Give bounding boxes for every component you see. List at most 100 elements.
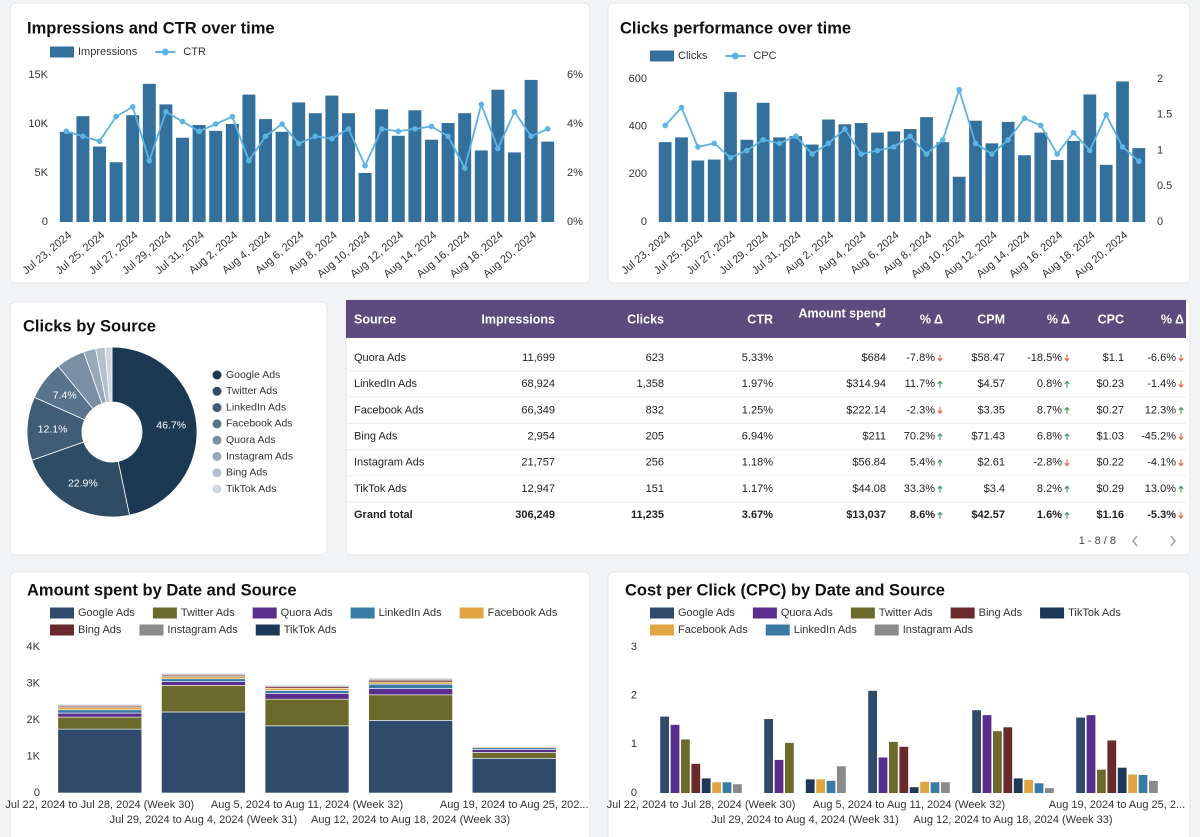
table-cell: -4.1%: [1147, 457, 1176, 469]
bar: [920, 117, 933, 222]
bar: [854, 123, 868, 222]
legend-swatch: [874, 624, 899, 636]
table-cell: 33.3%: [904, 483, 935, 495]
legend-item: Twitter Ads: [850, 607, 933, 619]
column-header: CTR: [747, 312, 773, 326]
legend-swatch: [212, 484, 222, 494]
bar: [936, 142, 950, 222]
table-cell: -1.4%: [1147, 378, 1176, 390]
line-point: [907, 133, 913, 139]
legend-label: LinkedIn Ads: [379, 607, 442, 619]
line-point: [262, 133, 269, 140]
bar: [408, 110, 422, 222]
line-point: [395, 128, 402, 135]
bar: [474, 150, 488, 222]
legend-swatch: [650, 50, 674, 62]
bar: [1107, 740, 1117, 793]
line-point: [412, 126, 418, 132]
bar: [1003, 727, 1013, 793]
trend-arrow: [1064, 354, 1070, 362]
line-point: [711, 140, 717, 147]
bar: [774, 759, 784, 793]
trend-arrow: [937, 380, 943, 388]
pagination: 1 - 8 / 8: [1079, 535, 1116, 547]
line-point: [858, 151, 864, 157]
y-tick-label: 0.5: [1157, 180, 1172, 192]
line-point: [1070, 129, 1077, 136]
next-page[interactable]: [1170, 535, 1176, 547]
data-label: 46.7%: [156, 420, 186, 432]
bar-segment: [264, 725, 350, 794]
y-tick-label: 3K: [27, 677, 41, 689]
bar-segment: [368, 694, 453, 721]
data-label: 12.1%: [38, 423, 68, 435]
bar: [1045, 788, 1054, 793]
bar: [259, 119, 272, 222]
legend-item: Twitter Ads: [152, 607, 235, 619]
bar-segment: [471, 752, 557, 759]
bar-segment: [368, 720, 453, 794]
legend-item: CTR: [155, 46, 206, 58]
bar-segment: [57, 704, 143, 706]
table-cell: $1.1: [1103, 352, 1124, 364]
x-tick-label: Aug 5, 2024 to Aug 11, 2024 (Week 32): [813, 799, 1005, 811]
table-cell: $0.27: [1096, 404, 1124, 416]
legend-swatch: [161, 48, 169, 56]
legend-label: Facebook Ads: [226, 418, 293, 430]
bar: [941, 782, 950, 793]
trend-arrow: [1064, 459, 1070, 467]
legend-swatch: [212, 435, 222, 445]
table-cell: 256: [646, 457, 664, 469]
line-point: [196, 128, 202, 135]
bar: [982, 715, 992, 793]
pie-slice: [104, 346, 113, 403]
table-cell: 306,249: [515, 509, 555, 521]
legend-swatch: [650, 624, 674, 636]
legend-swatch: [255, 624, 280, 636]
line-point: [279, 121, 285, 127]
legend-item: LinkedIn Ads: [765, 624, 857, 636]
line-point: [295, 140, 302, 147]
y-tick-label: 6%: [567, 69, 583, 81]
y-tick-label: 15K: [28, 69, 48, 81]
legend-item: TikTok Ads: [255, 624, 337, 636]
trend-arrow: [1178, 433, 1184, 441]
y-tick-label: 1: [631, 738, 637, 750]
table-cell: Bing Ads: [354, 431, 398, 443]
table-cell: $684: [862, 352, 886, 364]
legend-label: Twitter Ads: [181, 607, 235, 619]
bar: [889, 741, 898, 793]
bar: [126, 115, 140, 222]
legend-label: CPC: [753, 50, 776, 62]
line-point: [825, 140, 832, 147]
table-cell: 6.8%: [1037, 431, 1062, 443]
x-tick-label: Aug 12, 2024 to Aug 18, 2024 (Week 33): [913, 814, 1112, 826]
bar: [59, 131, 73, 222]
trend-arrow: [1064, 380, 1070, 388]
bar: [1024, 779, 1033, 793]
legend-label: Bing Ads: [78, 624, 122, 636]
bar: [1097, 769, 1106, 793]
table-cell: 1.18%: [742, 457, 773, 469]
bar-segment: [161, 685, 246, 713]
trend-arrow: [1064, 485, 1070, 493]
line-point: [362, 162, 368, 169]
legend-label: LinkedIn Ads: [226, 401, 286, 413]
line-point: [695, 144, 701, 150]
line-point: [874, 147, 881, 154]
bar-segment: [57, 716, 143, 730]
table-cell: -6.6%: [1147, 352, 1176, 364]
bar: [985, 143, 999, 222]
bar: [508, 152, 521, 222]
prev-page[interactable]: [1132, 535, 1138, 547]
line-point: [80, 133, 86, 140]
bar: [1128, 774, 1137, 793]
bar-segment: [264, 693, 350, 700]
legend-swatch: [350, 607, 375, 619]
legend-swatch: [212, 386, 222, 396]
legend-label: Quora Ads: [226, 434, 276, 446]
y-tick-label: 2%: [567, 167, 583, 179]
line-point: [793, 133, 799, 139]
bar: [192, 124, 206, 222]
y-tick-label: 0: [1157, 216, 1163, 228]
